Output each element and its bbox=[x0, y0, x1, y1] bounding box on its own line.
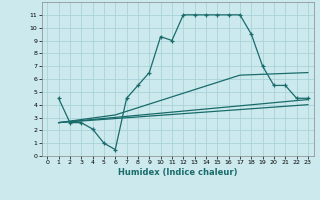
X-axis label: Humidex (Indice chaleur): Humidex (Indice chaleur) bbox=[118, 168, 237, 177]
